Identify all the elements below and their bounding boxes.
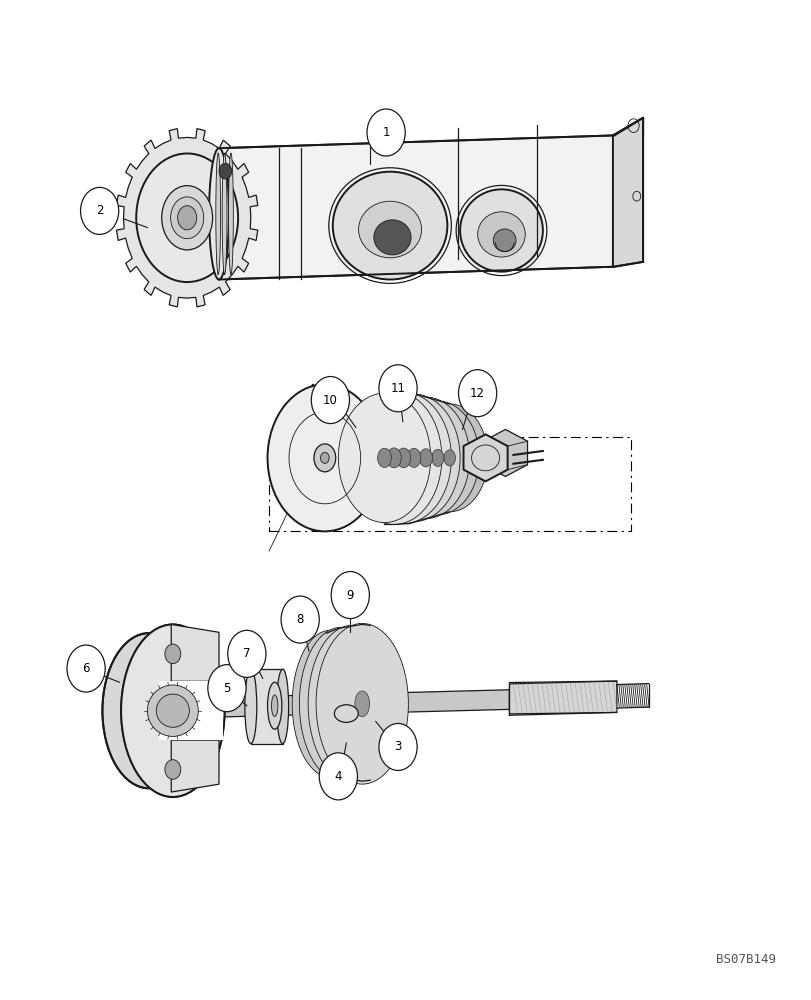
Ellipse shape	[314, 444, 335, 472]
Ellipse shape	[178, 206, 196, 230]
Ellipse shape	[338, 660, 386, 748]
Ellipse shape	[382, 397, 469, 519]
Ellipse shape	[333, 172, 447, 279]
Circle shape	[227, 630, 266, 677]
Ellipse shape	[161, 186, 212, 250]
Ellipse shape	[367, 394, 460, 522]
Text: 12: 12	[470, 387, 484, 400]
Ellipse shape	[477, 212, 525, 257]
Text: BS07B149: BS07B149	[715, 953, 775, 966]
Text: 8: 8	[296, 613, 303, 626]
Ellipse shape	[396, 448, 410, 468]
Ellipse shape	[320, 452, 328, 463]
Circle shape	[379, 723, 417, 770]
Polygon shape	[199, 695, 318, 718]
Ellipse shape	[136, 153, 238, 282]
Ellipse shape	[460, 189, 543, 272]
Polygon shape	[171, 624, 219, 681]
Ellipse shape	[353, 688, 371, 719]
Text: 2: 2	[96, 204, 103, 217]
Ellipse shape	[346, 391, 441, 524]
Ellipse shape	[245, 669, 256, 744]
Polygon shape	[159, 681, 223, 740]
Polygon shape	[389, 690, 508, 713]
Text: 6: 6	[82, 662, 90, 675]
Ellipse shape	[102, 633, 195, 788]
Ellipse shape	[307, 625, 395, 782]
Circle shape	[165, 644, 181, 664]
Ellipse shape	[156, 694, 189, 727]
Ellipse shape	[267, 682, 281, 729]
Circle shape	[208, 665, 246, 712]
Ellipse shape	[355, 392, 451, 524]
Circle shape	[379, 365, 417, 412]
Polygon shape	[318, 693, 389, 714]
Polygon shape	[612, 118, 642, 267]
Circle shape	[67, 645, 105, 692]
Text: 4: 4	[334, 770, 341, 783]
Text: 7: 7	[242, 647, 251, 660]
Circle shape	[219, 163, 231, 179]
Ellipse shape	[121, 624, 225, 797]
Circle shape	[165, 760, 181, 779]
Ellipse shape	[444, 450, 455, 466]
Ellipse shape	[363, 692, 377, 716]
Ellipse shape	[324, 692, 336, 716]
Ellipse shape	[292, 630, 368, 777]
Ellipse shape	[299, 627, 382, 780]
Ellipse shape	[315, 623, 408, 784]
Circle shape	[80, 187, 118, 234]
Polygon shape	[251, 669, 282, 744]
Ellipse shape	[267, 384, 382, 531]
Text: 1: 1	[382, 126, 389, 139]
Ellipse shape	[228, 153, 233, 275]
Ellipse shape	[493, 229, 516, 252]
Ellipse shape	[411, 404, 487, 512]
Text: 3: 3	[394, 740, 401, 753]
Circle shape	[281, 596, 319, 643]
Ellipse shape	[346, 662, 393, 745]
Ellipse shape	[277, 669, 288, 744]
Text: 11: 11	[390, 382, 405, 395]
Ellipse shape	[406, 448, 420, 467]
Polygon shape	[117, 129, 257, 307]
Polygon shape	[483, 429, 527, 476]
Ellipse shape	[307, 384, 318, 531]
Circle shape	[367, 109, 405, 156]
Text: 5: 5	[223, 682, 230, 695]
Circle shape	[311, 377, 349, 424]
Ellipse shape	[148, 685, 198, 736]
Ellipse shape	[354, 691, 369, 717]
Circle shape	[331, 572, 369, 619]
Polygon shape	[463, 434, 507, 481]
Ellipse shape	[271, 695, 277, 717]
Circle shape	[319, 753, 357, 800]
Polygon shape	[219, 135, 612, 279]
Bar	[268, 437, 630, 531]
Polygon shape	[612, 118, 642, 135]
Text: 9: 9	[346, 589, 354, 602]
Ellipse shape	[208, 148, 229, 279]
Ellipse shape	[121, 624, 225, 797]
Ellipse shape	[338, 393, 430, 523]
Ellipse shape	[373, 220, 410, 255]
Polygon shape	[508, 681, 616, 715]
Circle shape	[458, 370, 496, 417]
Ellipse shape	[377, 448, 391, 468]
Ellipse shape	[431, 449, 444, 466]
Polygon shape	[171, 740, 219, 792]
Ellipse shape	[396, 401, 478, 515]
Ellipse shape	[222, 153, 227, 275]
Ellipse shape	[345, 691, 358, 716]
Ellipse shape	[358, 201, 421, 258]
Ellipse shape	[386, 448, 401, 468]
Ellipse shape	[334, 705, 358, 722]
Ellipse shape	[333, 692, 347, 716]
Ellipse shape	[216, 153, 221, 275]
Ellipse shape	[418, 449, 432, 467]
Ellipse shape	[170, 197, 204, 239]
Text: 10: 10	[323, 394, 337, 407]
